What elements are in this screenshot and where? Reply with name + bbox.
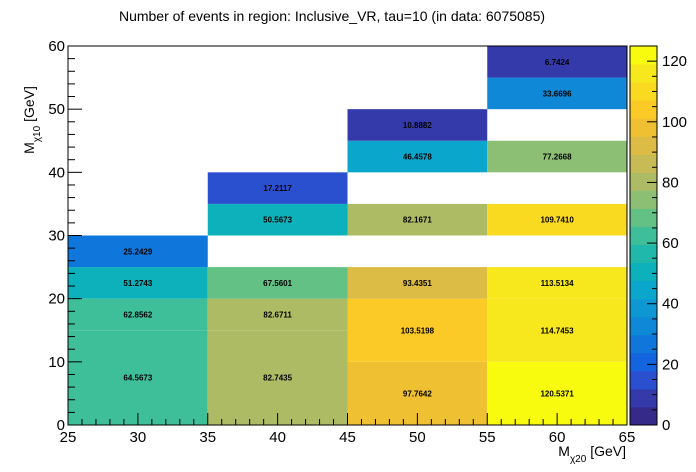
heatmap-cell <box>68 267 208 299</box>
cell-value-label: 82.6711 <box>263 310 292 319</box>
heatmap-cell <box>68 235 208 268</box>
heatmap-cell <box>207 203 348 236</box>
z-tick-label: 120 <box>662 53 687 70</box>
color-scale-band <box>630 64 657 83</box>
color-scale-band <box>630 190 657 209</box>
color-scale-band <box>630 334 657 354</box>
y-tick-label: 10 <box>48 354 65 371</box>
y-axis-title: Mχ10 [GeV] <box>21 86 43 154</box>
cell-value-label: 77.2668 <box>543 153 572 162</box>
x-tick-label: 40 <box>269 429 286 446</box>
color-scale-band <box>630 100 657 119</box>
cell-value-label: 33.6696 <box>543 89 572 98</box>
cell-value-label: 82.7435 <box>263 374 292 383</box>
heatmap-cell-labels: 64.5673 82.7435 97.7642 120.5371 62.8562 82.6… <box>123 58 574 399</box>
heatmap-cell <box>207 330 348 425</box>
x-tick-label: 25 <box>60 429 77 446</box>
z-tick-label: 80 <box>662 174 679 191</box>
x-tick-label: 50 <box>409 429 426 446</box>
heatmap-cells <box>68 46 627 425</box>
color-scale-axis: 0 20 40 60 80 100 120 <box>647 45 687 434</box>
color-scale-frame <box>629 45 658 426</box>
cell-value-label: 6.7424 <box>545 58 570 67</box>
heatmap-cell <box>347 140 488 173</box>
cell-value-label: 25.2429 <box>123 247 152 256</box>
color-scale-band <box>630 316 657 336</box>
x-tick-label: 45 <box>339 429 356 446</box>
heatmap-cell <box>487 46 627 78</box>
heatmap-cell <box>347 109 488 141</box>
y-tick-label: 20 <box>48 291 65 308</box>
heatmap-cell <box>68 330 208 425</box>
heatmap-cell <box>207 267 348 299</box>
heatmap-cell <box>68 298 208 331</box>
cell-value-label: 51.2743 <box>123 279 152 288</box>
y-tick-label: 40 <box>48 164 65 181</box>
cell-value-label: 62.8562 <box>123 310 152 319</box>
x-tick-label: 65 <box>619 429 636 446</box>
x-axis-title: Mχ20 [GeV] <box>558 443 626 465</box>
heatmap-cell <box>347 267 488 299</box>
color-scale-band <box>630 388 657 408</box>
z-tick-label: 40 <box>662 296 679 313</box>
cell-value-label: 113.5134 <box>541 279 574 288</box>
heatmap-cell <box>487 203 627 236</box>
x-axis: 25 30 35 40 45 50 55 60 65 <box>60 413 636 446</box>
cell-value-label: 93.4351 <box>403 279 432 288</box>
cell-value-label: 114.7453 <box>541 326 574 335</box>
color-scale-band <box>630 46 657 65</box>
color-scale-band <box>630 172 657 191</box>
z-tick-label: 20 <box>662 356 679 373</box>
heatmap-cell <box>487 77 627 110</box>
y-tick-label: 0 <box>57 417 65 434</box>
color-scale-band <box>630 226 657 246</box>
heatmap-cell <box>487 267 627 299</box>
color-scale-band <box>630 298 657 318</box>
chart-title: Number of events in region: Inclusive_VR… <box>119 8 545 24</box>
cell-value-label: 64.5673 <box>123 374 152 383</box>
heatmap-cell <box>207 298 348 331</box>
cell-value-label: 120.5371 <box>540 389 574 398</box>
cell-value-label: 46.4578 <box>403 153 432 162</box>
color-scale-band <box>630 244 657 264</box>
heatmap-cell <box>207 172 348 204</box>
color-scale-band <box>630 406 657 426</box>
z-tick-label: 100 <box>662 114 687 131</box>
cell-value-label: 67.5601 <box>263 279 292 288</box>
color-scale-band <box>630 262 657 282</box>
heatmap-cell <box>487 298 627 362</box>
color-scale-band <box>630 118 657 137</box>
cell-value-label: 103.5198 <box>401 326 435 335</box>
cell-value-label: 109.7410 <box>540 216 574 225</box>
color-scale-band <box>630 154 657 173</box>
color-scale-band <box>630 370 657 390</box>
color-scale-band <box>630 280 657 300</box>
cell-value-label: 50.5673 <box>263 216 292 225</box>
color-scale-bar <box>629 45 658 426</box>
color-scale-band <box>630 136 657 155</box>
y-tick-label: 60 <box>48 38 65 55</box>
x-tick-label: 55 <box>479 429 496 446</box>
x-tick-label: 35 <box>199 429 216 446</box>
x-tick-label: 60 <box>549 429 566 446</box>
z-tick-label: 60 <box>662 235 679 252</box>
cell-value-label: 10.8882 <box>403 121 432 130</box>
color-scale-band <box>630 82 657 101</box>
y-axis: 0 10 20 30 40 50 60 <box>48 38 82 434</box>
y-tick-label: 50 <box>48 101 65 118</box>
heatmap-cell <box>487 140 627 173</box>
z-tick-label: 0 <box>662 417 670 434</box>
cell-value-label: 97.7642 <box>403 389 432 398</box>
color-scale-band <box>630 208 657 227</box>
heatmap-cell <box>347 203 488 236</box>
cell-value-label: 82.1671 <box>403 216 432 225</box>
cell-value-label: 17.2117 <box>263 184 292 193</box>
color-scale-band <box>630 352 657 372</box>
heatmap-cell <box>347 298 488 362</box>
x-tick-label: 30 <box>130 429 147 446</box>
y-tick-label: 30 <box>48 228 65 245</box>
